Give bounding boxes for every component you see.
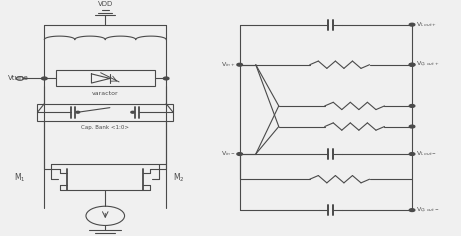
Text: V$_{Q,out+}$: V$_{Q,out+}$ xyxy=(416,60,439,69)
Circle shape xyxy=(76,111,80,113)
Text: Vtune: Vtune xyxy=(7,76,28,81)
Text: V$_{I,out-}$: V$_{I,out-}$ xyxy=(416,150,437,158)
Circle shape xyxy=(409,125,415,128)
Bar xyxy=(37,104,173,121)
Text: Cap. Bank <1:0>: Cap. Bank <1:0> xyxy=(81,125,129,130)
Circle shape xyxy=(409,23,415,26)
Bar xyxy=(56,70,154,86)
Circle shape xyxy=(409,153,415,155)
Circle shape xyxy=(131,111,135,113)
Text: varactor: varactor xyxy=(92,91,118,96)
Circle shape xyxy=(237,153,242,155)
Text: V$_{in+}$: V$_{in+}$ xyxy=(221,60,235,69)
Circle shape xyxy=(41,77,47,80)
Text: V$_{in-}$: V$_{in-}$ xyxy=(221,150,235,158)
Circle shape xyxy=(409,63,415,66)
Text: VDD: VDD xyxy=(98,1,113,7)
Circle shape xyxy=(163,77,169,80)
Text: M$_2$: M$_2$ xyxy=(173,172,184,184)
Circle shape xyxy=(237,63,242,66)
Circle shape xyxy=(409,105,415,107)
Text: M$_1$: M$_1$ xyxy=(14,172,26,184)
Circle shape xyxy=(409,63,415,66)
Circle shape xyxy=(409,209,415,211)
Text: V$_{I,out+}$: V$_{I,out+}$ xyxy=(416,21,437,29)
Text: V$_{Q,out-}$: V$_{Q,out-}$ xyxy=(416,206,439,215)
